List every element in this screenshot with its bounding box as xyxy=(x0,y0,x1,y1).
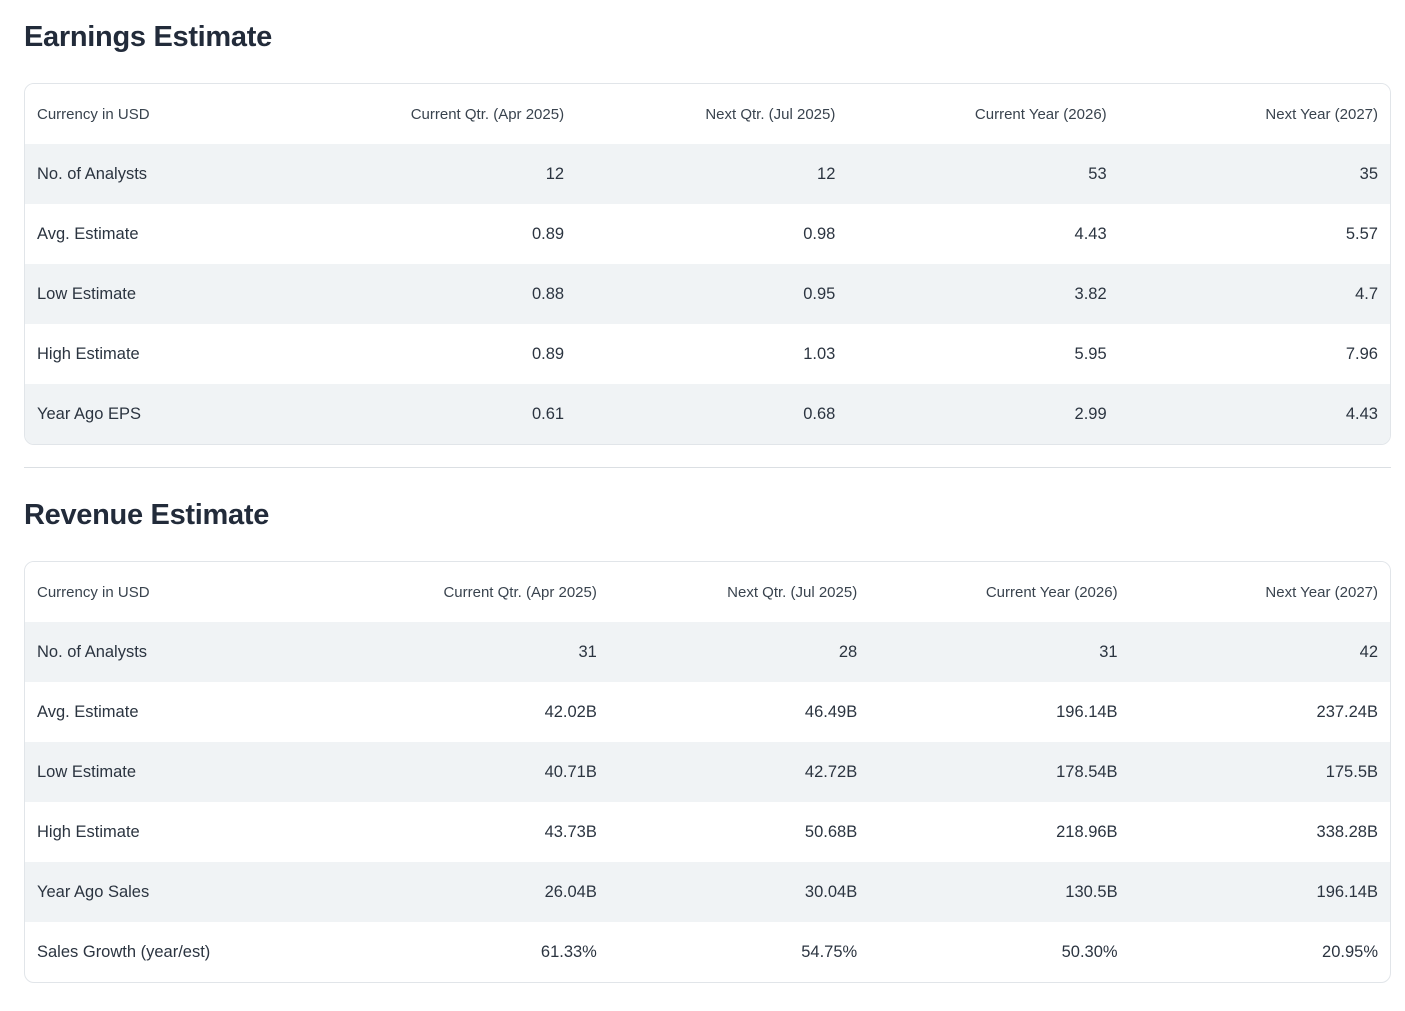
row-label: Low Estimate xyxy=(25,742,349,802)
table-row: High Estimate 0.89 1.03 5.95 7.96 xyxy=(25,324,1390,384)
cell-value: 218.96B xyxy=(1056,822,1118,841)
cell-value: 0.61 xyxy=(304,384,577,444)
cell-value: 0.89 xyxy=(531,224,565,243)
cell-value: 31 xyxy=(869,622,1130,682)
table-row: Avg. Estimate 42.02B 46.49B 196.14B 237.24B xyxy=(25,682,1390,742)
row-label: Year Ago Sales xyxy=(25,862,349,922)
table-row: Low Estimate 40.71B 42.72B 178.54B 175.5B xyxy=(25,742,1390,802)
cell-value: 130.5B xyxy=(869,862,1130,922)
period-column-header: Next Qtr. (Jul 2025) xyxy=(576,84,848,144)
table-header-row: Currency in USD Current Qtr. (Apr 2025) Ne… xyxy=(25,562,1390,622)
cell-value: 30.04B xyxy=(608,862,870,922)
revenue-estimate-section: Revenue Estimate Currency in USD Current … xyxy=(24,497,1391,983)
table-row: Avg. Estimate 0.89 0.98 4.43 5.57 xyxy=(25,204,1390,264)
analyst-estimates-page: Earnings Estimate Currency in USD Current… xyxy=(0,19,1405,1011)
cell-value: 12 xyxy=(304,144,577,204)
cell-value: 28 xyxy=(608,622,870,682)
period-column-header: Next Year (2027) xyxy=(1118,84,1390,144)
cell-value: 196.14B xyxy=(1129,862,1390,922)
cell-value: 26.04B xyxy=(348,862,609,922)
cell-value: 3.82 xyxy=(847,264,1119,324)
row-label: High Estimate xyxy=(37,344,140,363)
table-row: Year Ago EPS 0.61 0.68 2.99 4.43 xyxy=(25,384,1390,444)
row-label: High Estimate xyxy=(37,822,140,841)
cell-value: 175.5B xyxy=(1129,742,1390,802)
cell-value: 237.24B xyxy=(1316,702,1378,721)
row-label: No. of Analysts xyxy=(25,144,305,204)
cell-value: 5.57 xyxy=(1345,224,1378,243)
cell-value: 54.75% xyxy=(801,942,858,961)
cell-value: 31 xyxy=(348,622,609,682)
table-header-row: Currency in USD Current Qtr. (Apr 2025) Ne… xyxy=(25,84,1390,144)
period-column-header: Next Qtr. (Jul 2025) xyxy=(608,562,870,622)
table-row: No. of Analysts 31 28 31 42 xyxy=(25,622,1390,682)
row-label: Avg. Estimate xyxy=(37,702,139,721)
cell-value: 53 xyxy=(847,144,1119,204)
table-row: Sales Growth (year/est) 61.33% 54.75% 50.30… xyxy=(25,922,1390,982)
currency-header: Currency in USD xyxy=(25,84,305,144)
table-row: Low Estimate 0.88 0.95 3.82 4.7 xyxy=(25,264,1390,324)
cell-value: 196.14B xyxy=(1056,702,1118,721)
currency-header: Currency in USD xyxy=(25,562,349,622)
cell-value: 42.72B xyxy=(608,742,870,802)
cell-value: 43.73B xyxy=(544,822,597,841)
period-column-header: Current Year (2026) xyxy=(847,84,1119,144)
cell-value: 12 xyxy=(576,144,848,204)
period-column-header: Current Qtr. (Apr 2025) xyxy=(348,562,609,622)
cell-value: 4.43 xyxy=(1118,384,1390,444)
cell-value: 2.99 xyxy=(847,384,1119,444)
cell-value: 20.95% xyxy=(1322,942,1378,961)
period-column-header: Next Year (2027) xyxy=(1129,562,1390,622)
cell-value: 61.33% xyxy=(540,942,597,961)
table-row: Year Ago Sales 26.04B 30.04B 130.5B 196.14B xyxy=(25,862,1390,922)
cell-value: 46.49B xyxy=(804,702,858,721)
cell-value: 0.95 xyxy=(576,264,848,324)
cell-value: 0.98 xyxy=(803,224,836,243)
cell-value: 1.03 xyxy=(803,344,836,363)
cell-value: 50.30% xyxy=(1061,942,1118,961)
period-column-header: Current Year (2026) xyxy=(869,562,1130,622)
earnings-estimate-title: Earnings Estimate xyxy=(24,21,272,53)
table-row: No. of Analysts 12 12 53 35 xyxy=(25,144,1390,204)
earnings-estimate-table: Currency in USD Current Qtr. (Apr 2025) Ne… xyxy=(24,83,1391,445)
cell-value: 4.43 xyxy=(1074,224,1107,243)
row-label: Sales Growth (year/est) xyxy=(37,942,211,961)
cell-value: 0.89 xyxy=(531,344,565,363)
revenue-estimate-table: Currency in USD Current Qtr. (Apr 2025) Ne… xyxy=(24,561,1391,983)
row-label: Low Estimate xyxy=(25,264,305,324)
period-column-header: Current Qtr. (Apr 2025) xyxy=(304,84,577,144)
table-row: High Estimate 43.73B 50.68B 218.96B 338.28B xyxy=(25,802,1390,862)
cell-value: 338.28B xyxy=(1316,822,1378,841)
cell-value: 178.54B xyxy=(869,742,1130,802)
cell-value: 7.96 xyxy=(1345,344,1378,363)
revenue-estimate-title: Revenue Estimate xyxy=(24,499,270,531)
cell-value: 42 xyxy=(1129,622,1390,682)
section-divider xyxy=(24,467,1391,468)
cell-value: 35 xyxy=(1118,144,1390,204)
row-label: Year Ago EPS xyxy=(25,384,305,444)
cell-value: 5.95 xyxy=(1074,344,1107,363)
cell-value: 50.68B xyxy=(804,822,858,841)
cell-value: 40.71B xyxy=(348,742,609,802)
row-label: No. of Analysts xyxy=(25,622,349,682)
cell-value: 0.88 xyxy=(304,264,577,324)
cell-value: 0.68 xyxy=(576,384,848,444)
row-label: Avg. Estimate xyxy=(37,224,139,243)
cell-value: 42.02B xyxy=(544,702,597,721)
cell-value: 4.7 xyxy=(1118,264,1390,324)
earnings-estimate-section: Earnings Estimate Currency in USD Current… xyxy=(24,19,1391,445)
